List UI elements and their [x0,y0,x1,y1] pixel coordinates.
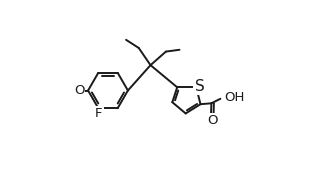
Text: S: S [195,79,204,94]
Text: O: O [207,114,217,127]
Text: O: O [74,84,84,97]
Text: F: F [95,107,103,120]
Text: OH: OH [224,91,245,104]
